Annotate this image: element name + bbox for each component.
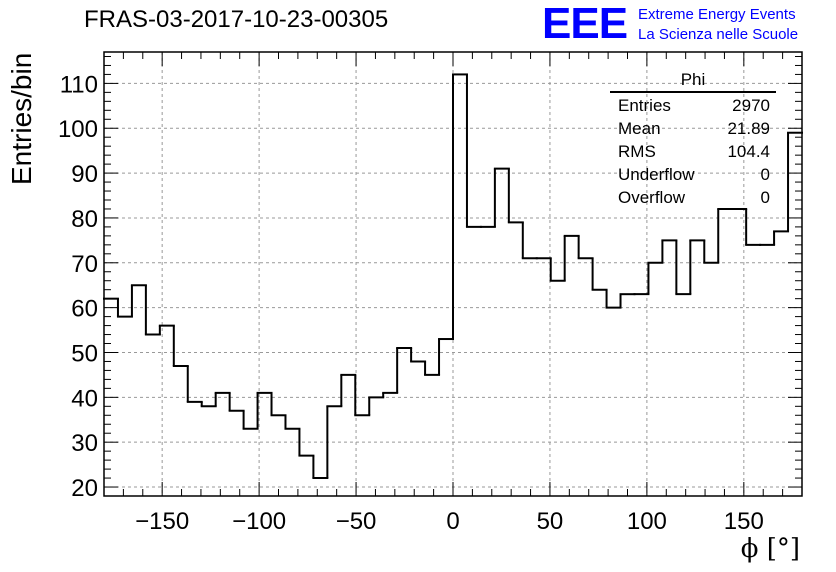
x-tick-label: 150 (724, 508, 764, 535)
stats-label: Underflow (618, 165, 695, 184)
stats-label: Mean (618, 119, 661, 138)
stats-box-title: Phi (610, 70, 776, 93)
y-tick-label: 60 (71, 296, 98, 323)
eee-logo: EEE (542, 0, 628, 48)
x-tick-label: −100 (232, 508, 286, 535)
stats-row-underflow: Underflow 0 (610, 163, 776, 186)
stats-value: 0 (760, 165, 770, 184)
stats-row-overflow: Overflow 0 (610, 186, 776, 209)
stats-value: 0 (760, 188, 770, 207)
y-tick-label: 30 (71, 430, 98, 457)
stats-row-entries: Entries 2970 (610, 94, 776, 117)
x-tick-label: −50 (336, 508, 377, 535)
plot-frame (103, 51, 803, 497)
x-tick-label: 100 (627, 508, 667, 535)
x-tick-label: −150 (135, 508, 189, 535)
stats-row-mean: Mean 21.89 (610, 117, 776, 140)
stats-value: 21.89 (727, 119, 770, 138)
stats-value: 104.4 (727, 142, 770, 161)
x-tick-label: 50 (537, 508, 564, 535)
y-tick-label: 20 (71, 475, 98, 502)
x-tick-label: 0 (446, 508, 459, 535)
logo-caption: Extreme Energy Events La Scienza nelle S… (638, 5, 798, 45)
y-tick-label: 90 (71, 161, 98, 188)
y-tick-label: 110 (60, 71, 98, 98)
logo-caption-line2: La Scienza nelle Scuole (638, 26, 799, 43)
y-tick-label: 70 (71, 251, 98, 278)
stats-label: Entries (618, 96, 671, 115)
logo-caption-line1: Extreme Energy Events (638, 6, 796, 23)
stats-box: Phi Entries 2970 Mean 21.89 RMS 104.4 Un… (610, 70, 776, 209)
stats-row-rms: RMS 104.4 (610, 140, 776, 163)
y-tick-label: 100 (58, 116, 98, 143)
stats-label: Overflow (618, 188, 686, 207)
stats-value: 2970 (732, 96, 770, 115)
chart-title: FRAS-03-2017-10-23-00305 (84, 6, 389, 33)
x-axis-label: ϕ [°] (740, 534, 800, 564)
y-tick-label: 50 (71, 340, 98, 367)
stats-label: RMS (618, 142, 656, 161)
y-tick-label: 40 (71, 385, 98, 412)
y-tick-label: 80 (71, 206, 98, 233)
